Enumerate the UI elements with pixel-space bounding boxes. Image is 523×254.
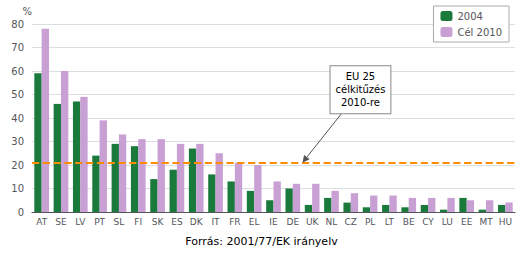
svg-text:LT: LT [385,217,395,227]
svg-text:LV: LV [75,217,86,227]
svg-text:2010-re: 2010-re [341,97,380,108]
svg-text:PL: PL [365,217,375,227]
svg-text:AT: AT [36,217,47,227]
svg-text:50: 50 [11,89,24,100]
svg-text:DK: DK [190,217,204,227]
svg-text:40: 40 [11,113,24,124]
svg-text:60: 60 [11,66,24,77]
svg-text:30: 30 [11,136,24,147]
svg-text:FI: FI [134,217,142,227]
svg-text:CY: CY [422,217,434,227]
svg-text:IE: IE [269,217,278,227]
svg-text:FR: FR [229,217,240,227]
svg-text:10: 10 [11,183,24,194]
svg-text:0: 0 [18,207,24,218]
svg-text:ES: ES [171,217,183,227]
svg-text:HU: HU [499,217,512,227]
svg-text:Cél 2010: Cél 2010 [457,27,502,38]
svg-text:%: % [22,6,32,17]
svg-text:80: 80 [11,19,24,30]
svg-text:LU: LU [442,217,453,227]
svg-text:SL: SL [114,217,125,227]
svg-text:UK: UK [306,217,320,227]
svg-text:EE: EE [461,217,473,227]
svg-text:PT: PT [94,217,105,227]
svg-text:DE: DE [287,217,300,227]
svg-text:SE: SE [55,217,67,227]
svg-text:70: 70 [11,42,24,53]
svg-text:EL: EL [249,217,260,227]
svg-text:NL: NL [326,217,338,227]
svg-text:BE: BE [403,217,415,227]
svg-text:célkitűzés: célkitűzés [336,84,386,95]
svg-text:CZ: CZ [345,217,357,227]
svg-text:2004: 2004 [457,11,482,22]
svg-text:20: 20 [11,160,24,171]
svg-text:MT: MT [479,217,493,227]
svg-text:SK: SK [152,217,165,227]
svg-text:EU 25: EU 25 [346,71,376,82]
svg-text:Forrás: 2001/77/EK irányelv: Forrás: 2001/77/EK irányelv [185,235,338,248]
svg-text:IT: IT [211,217,220,227]
